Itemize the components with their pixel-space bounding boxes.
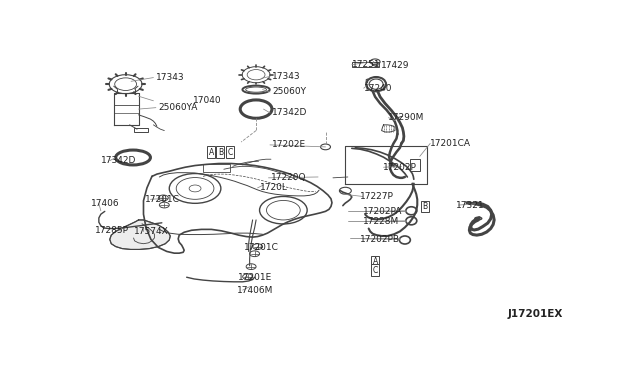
Text: 1720L: 1720L [260, 183, 287, 192]
Text: 25060YA: 25060YA [158, 103, 198, 112]
Text: 17343: 17343 [273, 72, 301, 81]
Text: A: A [209, 148, 214, 157]
Text: J17201EX: J17201EX [508, 310, 563, 320]
Text: 17342D: 17342D [273, 108, 308, 117]
Text: 17201E: 17201E [237, 273, 272, 282]
Text: 17201C: 17201C [145, 195, 179, 204]
Text: 17201CA: 17201CA [429, 139, 470, 148]
Text: 17201C: 17201C [244, 243, 278, 251]
Text: A: A [372, 257, 378, 266]
Text: 17343: 17343 [156, 73, 184, 82]
Text: 17285P: 17285P [95, 226, 129, 235]
Text: 17240: 17240 [364, 84, 392, 93]
Text: 17202E: 17202E [273, 140, 307, 150]
Text: B: B [218, 148, 223, 157]
Bar [203, 164, 230, 171]
Text: 17220Q: 17220Q [271, 173, 307, 182]
Text: 17429: 17429 [381, 61, 410, 70]
Text: C: C [227, 148, 232, 157]
Text: 17290M: 17290M [388, 113, 424, 122]
Text: 17040: 17040 [193, 96, 221, 105]
Text: 17406: 17406 [91, 199, 120, 208]
Text: 17228M: 17228M [363, 217, 399, 226]
Text: 17202PA: 17202PA [363, 207, 402, 216]
Bar [410, 159, 420, 171]
Text: 25060Y: 25060Y [273, 87, 307, 96]
Text: 17574X: 17574X [134, 227, 168, 236]
Polygon shape [110, 220, 170, 250]
Text: 17406M: 17406M [237, 286, 273, 295]
Text: 17202P: 17202P [383, 163, 417, 172]
Text: 17321: 17321 [456, 201, 484, 209]
Text: C: C [372, 266, 378, 275]
Text: 17342D: 17342D [101, 156, 137, 165]
Bar [352, 62, 379, 67]
Bar [134, 128, 148, 132]
Text: 17202PB: 17202PB [360, 235, 400, 244]
Text: 17251: 17251 [352, 60, 380, 69]
Text: B: B [422, 202, 428, 211]
Text: 17227P: 17227P [360, 192, 394, 201]
